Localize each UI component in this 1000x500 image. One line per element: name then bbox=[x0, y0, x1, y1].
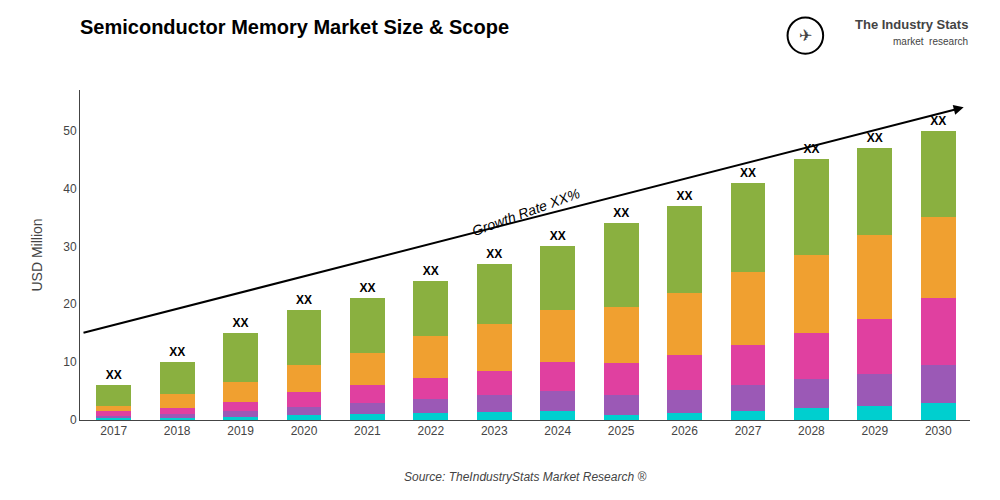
svg-text:2017: 2017 bbox=[100, 424, 127, 438]
svg-text:XX: XX bbox=[803, 142, 819, 156]
svg-text:30: 30 bbox=[63, 240, 77, 254]
svg-text:2028: 2028 bbox=[798, 424, 825, 438]
svg-text:XX: XX bbox=[423, 264, 439, 278]
svg-text:2023: 2023 bbox=[481, 424, 508, 438]
svg-text:2024: 2024 bbox=[544, 424, 571, 438]
svg-text:XX: XX bbox=[486, 247, 502, 261]
svg-text:XX: XX bbox=[677, 189, 693, 203]
svg-text:XX: XX bbox=[930, 114, 946, 128]
svg-text:XX: XX bbox=[867, 131, 883, 145]
svg-text:XX: XX bbox=[359, 281, 375, 295]
svg-text:2021: 2021 bbox=[354, 424, 381, 438]
svg-text:0: 0 bbox=[70, 413, 77, 427]
svg-text:50: 50 bbox=[63, 124, 77, 138]
svg-text:XX: XX bbox=[550, 229, 566, 243]
svg-text:market research: market research bbox=[893, 36, 968, 47]
svg-text:The Industry Stats: The Industry Stats bbox=[855, 17, 968, 32]
svg-text:XX: XX bbox=[740, 166, 756, 180]
svg-text:2025: 2025 bbox=[608, 424, 635, 438]
svg-text:10: 10 bbox=[63, 355, 77, 369]
svg-text:XX: XX bbox=[106, 368, 122, 382]
svg-text:2026: 2026 bbox=[671, 424, 698, 438]
svg-text:Growth Rate XX%: Growth Rate XX% bbox=[470, 185, 582, 239]
svg-text:XX: XX bbox=[296, 293, 312, 307]
svg-text:20: 20 bbox=[63, 297, 77, 311]
svg-text:XX: XX bbox=[233, 316, 249, 330]
svg-text:Source: TheIndustryStats Marke: Source: TheIndustryStats Market Research… bbox=[404, 470, 646, 484]
svg-text:2030: 2030 bbox=[925, 424, 952, 438]
svg-text:Semiconductor Memory Market Si: Semiconductor Memory Market Size & Scope bbox=[80, 16, 509, 38]
svg-text:2022: 2022 bbox=[418, 424, 445, 438]
svg-text:2027: 2027 bbox=[735, 424, 762, 438]
svg-text:✈: ✈ bbox=[799, 26, 812, 45]
svg-text:40: 40 bbox=[63, 182, 77, 196]
svg-text:2019: 2019 bbox=[227, 424, 254, 438]
svg-text:USD Million: USD Million bbox=[29, 218, 45, 291]
svg-text:2029: 2029 bbox=[862, 424, 889, 438]
svg-text:XX: XX bbox=[613, 206, 629, 220]
svg-text:XX: XX bbox=[169, 345, 185, 359]
svg-text:2020: 2020 bbox=[291, 424, 318, 438]
svg-text:2018: 2018 bbox=[164, 424, 191, 438]
